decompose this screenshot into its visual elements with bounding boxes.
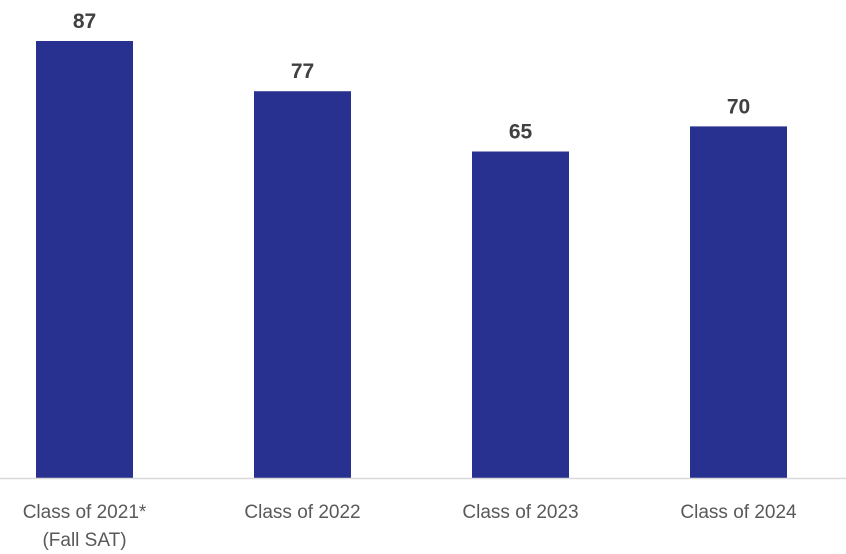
bar-2 xyxy=(254,91,351,478)
category-label-1-line-2: (Fall SAT) xyxy=(42,530,126,551)
bars-group xyxy=(36,41,787,478)
bar-3 xyxy=(472,152,569,478)
value-label-2: 77 xyxy=(291,60,314,83)
category-labels-group: Class of 2021* (Fall SAT) Class of 2022 Cla… xyxy=(23,502,797,551)
category-label-2: Class of 2022 xyxy=(244,502,360,523)
category-label-3: Class of 2023 xyxy=(462,502,578,523)
value-label-1: 87 xyxy=(73,10,96,33)
category-label-4: Class of 2024 xyxy=(680,502,797,523)
value-labels-group: 87 77 65 70 xyxy=(73,10,750,144)
bar-4 xyxy=(690,126,787,478)
category-label-1-line-1: Class of 2021* xyxy=(23,502,147,523)
value-label-4: 70 xyxy=(727,95,750,118)
value-label-3: 65 xyxy=(509,121,533,144)
bar-1 xyxy=(36,41,133,478)
